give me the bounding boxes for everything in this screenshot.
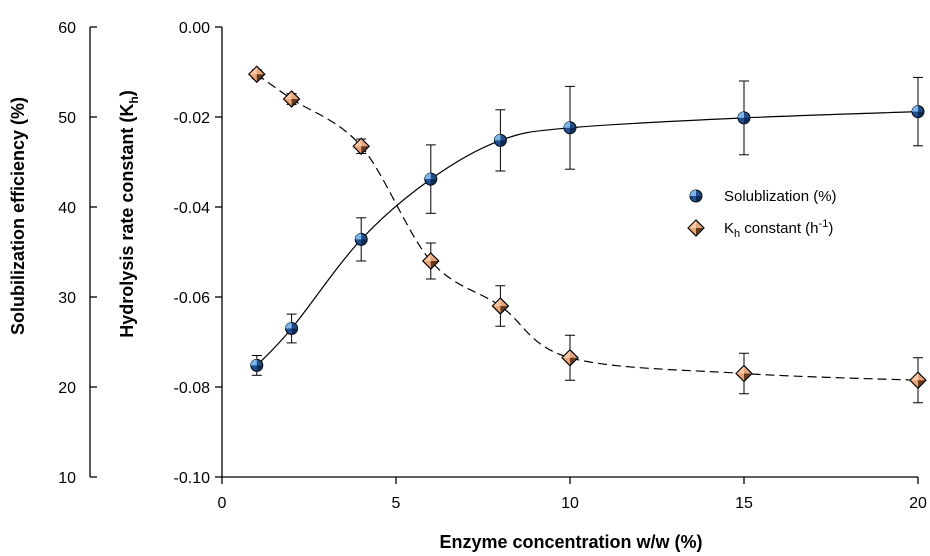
marker-shade	[696, 196, 702, 202]
marker-shade	[291, 328, 298, 335]
legend: Solublization (%) Kh constant (h-1)	[687, 188, 837, 240]
data-point-solubilization	[911, 105, 925, 119]
inner-y-tick-label: -0.08	[174, 380, 211, 397]
marker-shade	[744, 117, 750, 124]
marker-shade	[361, 239, 368, 246]
x-tick-label: 5	[392, 495, 401, 512]
marker-shade	[570, 127, 576, 134]
inner-y-tick-label: -0.10	[174, 470, 211, 487]
x-tick-label: 0	[218, 495, 227, 512]
legend-circle	[689, 189, 703, 203]
inner-y-tick-label: 0.00	[179, 20, 210, 37]
data-point-solubilization	[424, 172, 438, 186]
outer-y-tick-label: 50	[58, 110, 76, 127]
marker-highlight	[494, 134, 501, 141]
marker-highlight	[355, 233, 362, 240]
data-point-kh	[735, 364, 753, 383]
marker-shade	[500, 140, 507, 147]
legend-marker-kh	[687, 219, 705, 237]
data-point-solubilization	[285, 322, 299, 335]
marker-outline	[909, 371, 927, 389]
marker-shade	[430, 179, 437, 186]
inner-y-tick-label: -0.04	[174, 200, 211, 217]
outer-y-tick-label: 20	[58, 380, 76, 397]
data-points	[248, 65, 927, 404]
outer-y-tick-label: 10	[58, 470, 76, 487]
data-point-solubilization	[493, 133, 507, 147]
marker-shade	[918, 111, 924, 118]
data-point-kh	[561, 349, 579, 367]
marker-highlight	[285, 322, 292, 329]
marker-highlight	[250, 359, 257, 366]
inner-y-axis-title: Hydrolysis rate constant (Kh)	[117, 90, 141, 337]
data-point-solubilization	[563, 121, 577, 135]
x-tick-label: 20	[909, 495, 927, 512]
data-point-solubilization	[250, 358, 264, 372]
legend-diamond	[687, 219, 705, 237]
marker-outline	[687, 219, 705, 237]
legend-label-solubilization: Solublization (%)	[724, 188, 837, 205]
data-point-kh	[248, 65, 266, 83]
legend-marker-solubilization	[689, 189, 703, 203]
data-point-kh	[491, 297, 510, 315]
x-tick-label: 10	[561, 495, 579, 512]
marker-outline	[422, 252, 440, 270]
marker-highlight	[738, 111, 744, 118]
outer-y-axis-title: Solubilization efficiency (%)	[8, 97, 28, 335]
marker-outline	[491, 297, 510, 315]
marker-highlight	[690, 190, 696, 196]
x-tick-label: 15	[735, 495, 753, 512]
marker-highlight	[912, 105, 918, 112]
inner-y-tick-label: -0.06	[174, 290, 211, 307]
marker-outline	[352, 137, 370, 155]
outer-y-tick-label: 30	[58, 290, 76, 307]
marker-outline	[248, 65, 266, 83]
marker-outline	[735, 364, 753, 383]
marker-shade	[256, 365, 263, 372]
data-point-kh	[909, 371, 927, 389]
legend-label-kh: Kh constant (h-1)	[724, 218, 833, 240]
inner-y-tick-label: -0.02	[174, 110, 211, 127]
data-point-solubilization	[737, 111, 751, 125]
x-axis-title: Enzyme concentration w/w (%)	[439, 532, 702, 552]
data-point-solubilization	[354, 232, 368, 246]
marker-outline	[282, 90, 301, 108]
marker-highlight	[564, 121, 570, 128]
data-point-kh	[352, 137, 370, 155]
outer-y-tick-label: 60	[58, 20, 76, 37]
marker-highlight	[424, 173, 431, 180]
marker-outline	[561, 349, 579, 367]
outer-y-tick-label: 40	[58, 200, 76, 217]
data-point-kh	[422, 252, 440, 270]
data-point-kh	[282, 90, 301, 108]
axes: 102030405060-0.10-0.08-0.06-0.04-0.020.0…	[58, 20, 927, 512]
